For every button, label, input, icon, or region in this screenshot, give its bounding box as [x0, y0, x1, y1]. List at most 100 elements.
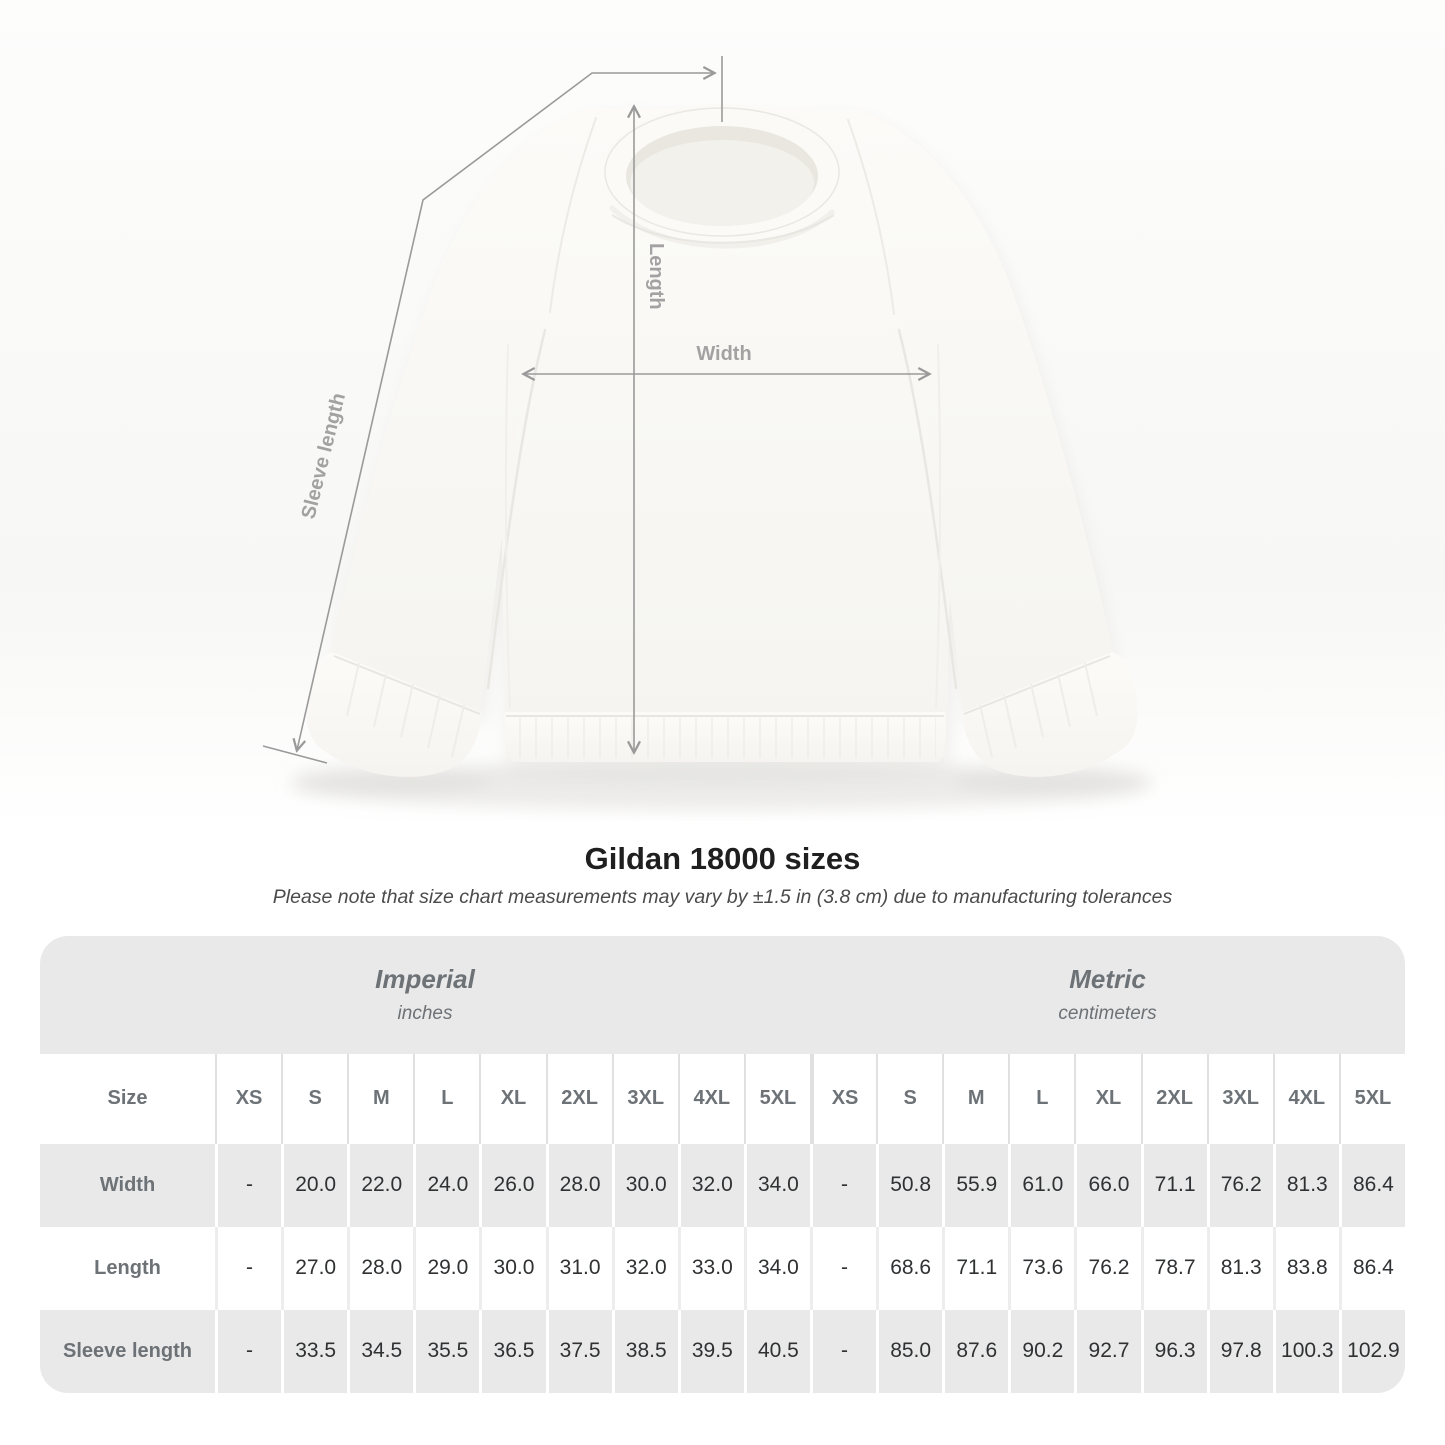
cell: 87.6	[942, 1309, 1009, 1393]
imperial-group-header: Imperial inches	[40, 935, 810, 1054]
cell: 22.0	[347, 1143, 414, 1227]
cell: 38.5	[611, 1309, 678, 1393]
length-label: Length	[645, 243, 667, 310]
cell: 81.3	[1272, 1143, 1339, 1227]
imperial-unit-label: inches	[397, 1003, 453, 1025]
measurement-annotations	[262, 56, 929, 764]
size-header-imperial-s: S	[281, 1053, 348, 1144]
cell: 33.0	[677, 1226, 744, 1310]
cell: 33.5	[281, 1309, 348, 1393]
cell: -	[809, 1226, 877, 1310]
metric-unit-label: centimeters	[1058, 1003, 1157, 1025]
size-header-metric-xl: XL	[1074, 1053, 1141, 1144]
size-header-metric-4xl: 4XL	[1272, 1053, 1339, 1144]
size-header-metric-3xl: 3XL	[1206, 1053, 1273, 1144]
table-row-sleeve-length: Sleeve length - 33.5 34.5 35.5 36.5 37.5…	[40, 1309, 1405, 1393]
size-header-metric-s: S	[876, 1053, 943, 1144]
cell: 83.8	[1272, 1226, 1339, 1310]
cell: 26.0	[479, 1143, 546, 1227]
cell: 71.1	[1140, 1143, 1207, 1227]
size-header-imperial-xl: XL	[479, 1053, 546, 1144]
sleeve-length-line	[297, 73, 714, 750]
cell: 20.0	[281, 1143, 348, 1227]
metric-label: Metric	[1069, 964, 1146, 995]
cell: 71.1	[942, 1226, 1009, 1310]
size-header-imperial-3xl: 3XL	[611, 1053, 678, 1144]
size-header-imperial-l: L	[413, 1053, 480, 1144]
cell: -	[809, 1309, 877, 1393]
cell: 34.0	[743, 1226, 810, 1310]
size-header-metric-5xl: 5XL	[1338, 1053, 1405, 1144]
row-label-width: Width	[40, 1143, 215, 1227]
row-label-sleeve-length: Sleeve length	[40, 1309, 215, 1393]
right-cuff	[962, 652, 1138, 777]
metric-group-header: Metric centimeters	[809, 935, 1405, 1054]
cell: 30.0	[611, 1143, 678, 1227]
size-table: Imperial inches Metric centimeters Size …	[40, 935, 1405, 1393]
cell: 34.5	[347, 1309, 414, 1393]
cell: 32.0	[611, 1226, 678, 1310]
cell: 32.0	[677, 1143, 744, 1227]
size-header-metric-xs: XS	[809, 1053, 877, 1144]
cell: 78.7	[1140, 1226, 1207, 1310]
cell: 34.0	[743, 1143, 810, 1227]
size-header-metric-m: M	[942, 1053, 1009, 1144]
sweatshirt-right-sleeve	[856, 108, 1114, 715]
size-header-metric-2xl: 2XL	[1140, 1053, 1207, 1144]
cell: 31.0	[545, 1226, 612, 1310]
cell: 90.2	[1008, 1309, 1075, 1393]
cell: 73.6	[1008, 1226, 1075, 1310]
cell: 29.0	[413, 1226, 480, 1310]
cell: 86.4	[1338, 1143, 1405, 1227]
imperial-label: Imperial	[375, 964, 475, 995]
cell: 76.2	[1074, 1226, 1141, 1310]
cell: -	[215, 1226, 282, 1310]
table-row-width: Width - 20.0 22.0 24.0 26.0 28.0 30.0 32…	[40, 1143, 1405, 1227]
cell: 40.5	[743, 1309, 810, 1393]
size-header-imperial-m: M	[347, 1053, 414, 1144]
cell: 66.0	[1074, 1143, 1141, 1227]
cell: 39.5	[677, 1309, 744, 1393]
size-header-metric-l: L	[1008, 1053, 1075, 1144]
size-header-imperial-4xl: 4XL	[677, 1053, 744, 1144]
cell: -	[809, 1143, 877, 1227]
sleeve-length-end-tick	[262, 745, 328, 764]
cell: 76.2	[1206, 1143, 1273, 1227]
size-table-container: Imperial inches Metric centimeters Size …	[40, 935, 1405, 1393]
cell: 102.9	[1338, 1309, 1405, 1393]
cell: 28.0	[347, 1226, 414, 1310]
cell: 27.0	[281, 1226, 348, 1310]
cell: -	[215, 1143, 282, 1227]
cell: 55.9	[942, 1143, 1009, 1227]
waistband	[504, 712, 946, 762]
cell: 30.0	[479, 1226, 546, 1310]
cell: 81.3	[1206, 1226, 1273, 1310]
width-label: Width	[696, 343, 751, 365]
cell: 92.7	[1074, 1309, 1141, 1393]
product-photo: Length Width Sleeve length	[0, 0, 1445, 830]
size-header-imperial-5xl: 5XL	[743, 1053, 810, 1144]
cell: 28.0	[545, 1143, 612, 1227]
tolerance-note: Please note that size chart measurements…	[272, 885, 1173, 908]
unit-group-row: Imperial inches Metric centimeters	[40, 935, 1405, 1054]
cell: 61.0	[1008, 1143, 1075, 1227]
cell: 85.0	[876, 1309, 943, 1393]
cell: -	[215, 1309, 282, 1393]
size-header-imperial-2xl: 2XL	[545, 1053, 612, 1144]
title-block: Gildan 18000 sizes Please note that size…	[0, 840, 1445, 909]
row-label-length: Length	[40, 1226, 215, 1310]
size-header-row: Size XS S M L XL 2XL 3XL 4XL 5XL XS S M …	[40, 1053, 1405, 1144]
cell: 96.3	[1140, 1309, 1207, 1393]
cell: 68.6	[876, 1226, 943, 1310]
sweatshirt-measurement-diagram: Length Width Sleeve length	[0, 0, 1445, 830]
size-header-imperial-xs: XS	[215, 1053, 282, 1144]
cell: 35.5	[413, 1309, 480, 1393]
page-title: Gildan 18000 sizes	[584, 841, 861, 876]
cell: 50.8	[876, 1143, 943, 1227]
cell: 24.0	[413, 1143, 480, 1227]
cell: 86.4	[1338, 1226, 1405, 1310]
cell: 37.5	[545, 1309, 612, 1393]
table-row-length: Length - 27.0 28.0 29.0 30.0 31.0 32.0 3…	[40, 1226, 1405, 1310]
size-column-header: Size	[40, 1053, 215, 1144]
